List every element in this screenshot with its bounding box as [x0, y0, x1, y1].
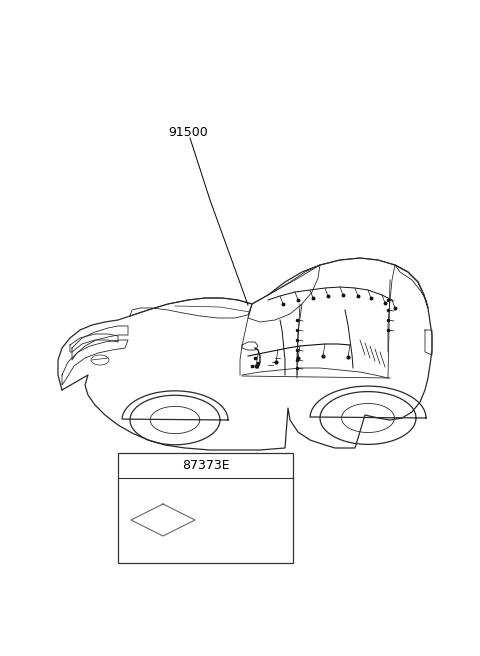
Text: 91500: 91500 — [168, 125, 208, 138]
Bar — [118, 453, 293, 563]
Text: 87373E: 87373E — [182, 459, 229, 472]
